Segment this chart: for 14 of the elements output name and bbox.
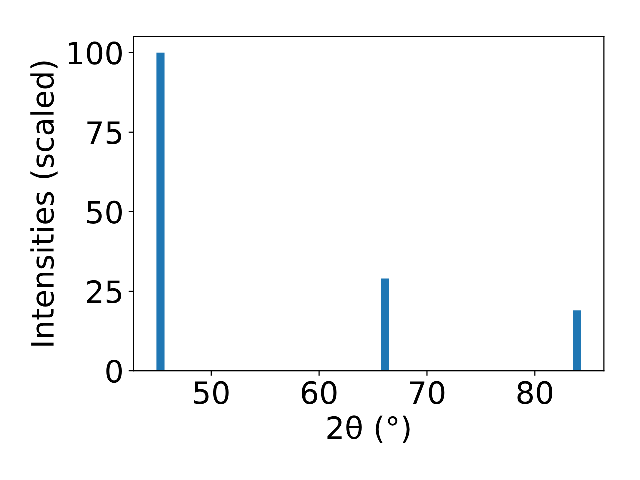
y-tick-label: 100	[69, 42, 122, 65]
bar	[381, 278, 390, 372]
bar	[156, 52, 165, 372]
x-tick-label: 60	[302, 381, 337, 404]
y-tick-label: 0	[106, 360, 122, 384]
x-axis-title: 2θ (°)	[328, 416, 410, 444]
x-tick-label: 80	[518, 381, 553, 404]
y-axis-title: Intensities (scaled)	[30, 62, 58, 346]
y-tick-label: 75	[88, 122, 122, 144]
x-tick-label: 50	[194, 381, 229, 404]
y-tick-label: 25	[87, 280, 122, 304]
bar	[573, 310, 582, 372]
y-tick-label: 50	[88, 200, 122, 224]
x-tick-label: 70	[410, 381, 445, 404]
